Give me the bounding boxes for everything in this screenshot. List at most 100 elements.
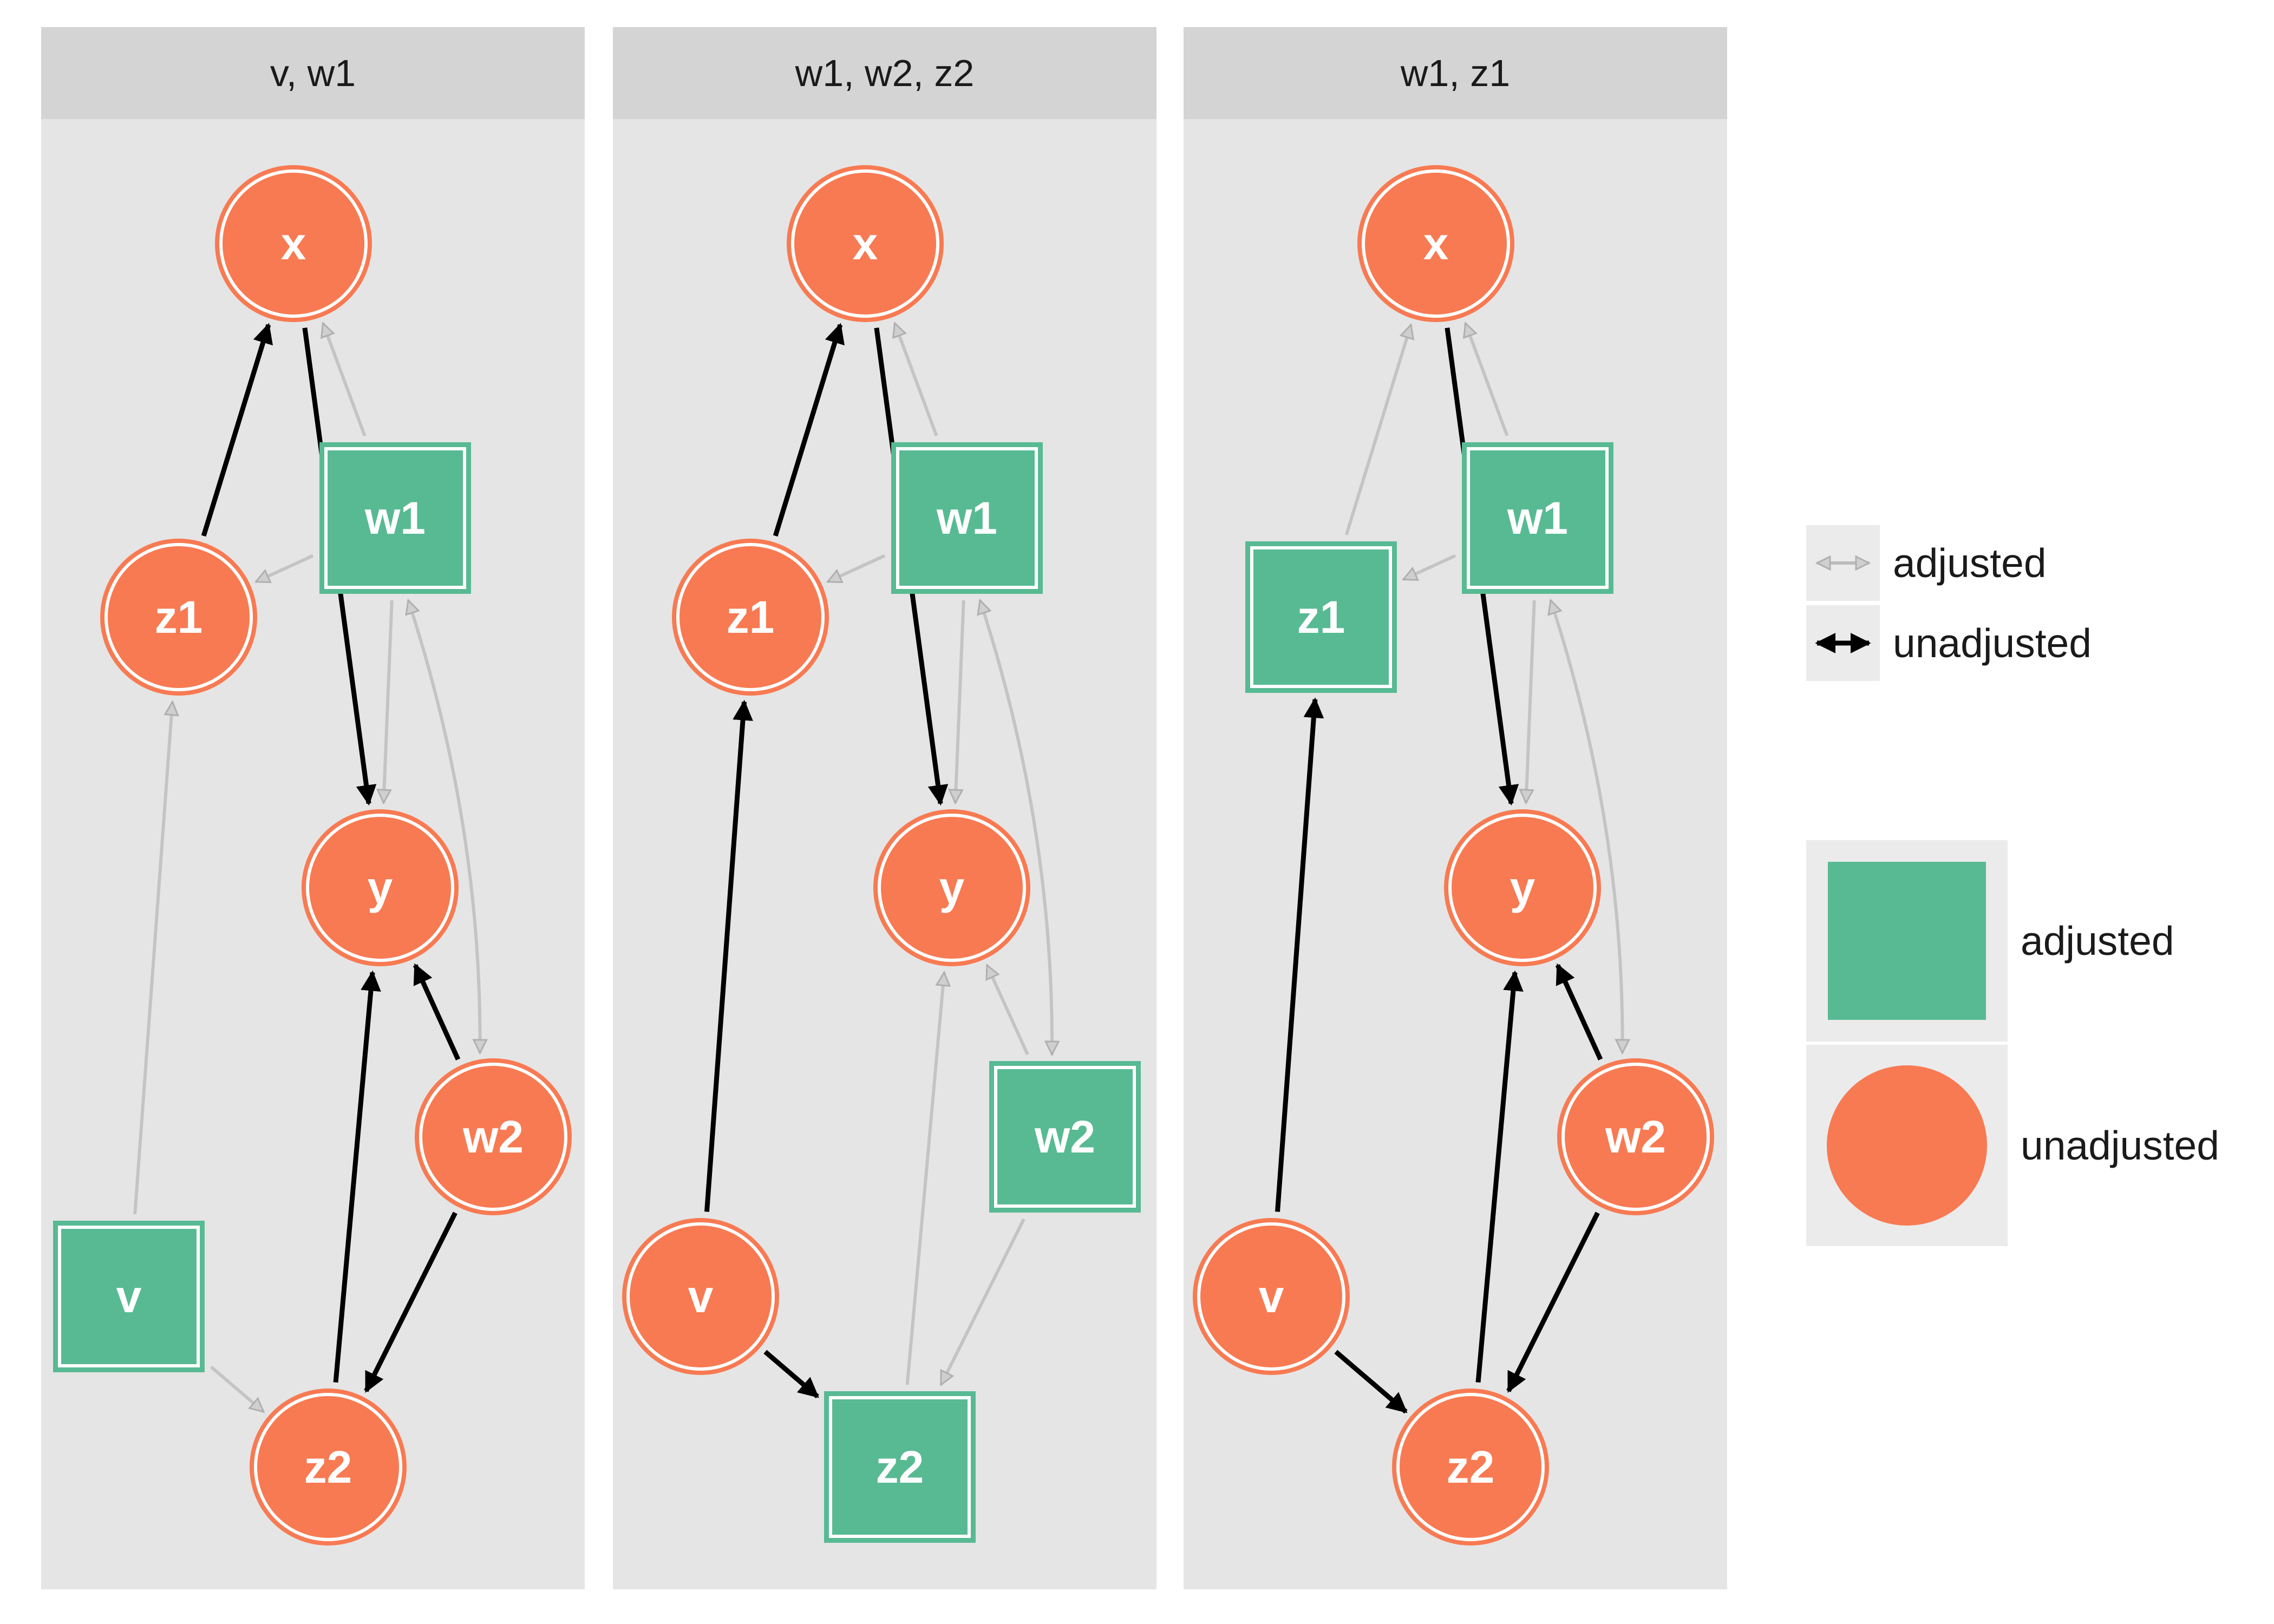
node-inner-ring	[1197, 1222, 1345, 1371]
node-w2: w2	[989, 1061, 1141, 1213]
legend-node-label: adjusted	[2021, 918, 2174, 964]
node-inner-ring	[994, 1066, 1136, 1208]
edges	[133, 323, 480, 1413]
node-circle	[1392, 1389, 1549, 1546]
edge-w1-x	[323, 323, 367, 437]
legend-edge-adjusted: adjusted	[1806, 525, 2047, 601]
node-square	[1245, 541, 1397, 693]
panel-1: v, w1 x w1 z1 y w2 v z2	[41, 27, 585, 1589]
edge-z2-y	[333, 970, 381, 1383]
node-w2: w2	[415, 1058, 572, 1215]
node-square	[53, 1221, 205, 1372]
edge-w1-w2	[408, 600, 480, 1053]
edge-z1-x	[1344, 325, 1411, 535]
node-circle	[1193, 1218, 1350, 1375]
panel-strip	[41, 27, 585, 119]
facet-panels: v, w1 x w1 z1 y w2 v z2 w1, w2, z2 x w1 z1 y w2 v z2 w1,…	[41, 27, 1727, 1589]
node-label: x	[281, 218, 306, 269]
legend-node-label: unadjusted	[2021, 1123, 2219, 1168]
node-inner-ring	[419, 1063, 567, 1211]
node-w1: w1	[891, 442, 1043, 594]
edge-w2-y	[413, 963, 461, 1060]
edge-z1-x	[773, 323, 845, 537]
node-y: y	[873, 809, 1030, 966]
node-inner-ring	[791, 169, 939, 318]
panel-2: w1, w2, z2 x w1 z1 y w2 v z2	[613, 27, 1156, 1589]
edge-w1-y	[383, 600, 394, 803]
node-circle	[250, 1389, 407, 1546]
edge-w1-y	[1526, 600, 1536, 803]
legend-square	[1828, 862, 1986, 1020]
node-inner-ring	[1396, 1393, 1545, 1541]
edge-z2-y	[905, 972, 944, 1385]
node-z2: z2	[1392, 1389, 1549, 1546]
node-label: w1	[936, 493, 997, 543]
node-inner-ring	[878, 814, 1026, 962]
node-v: v	[622, 1218, 779, 1375]
node-circle	[215, 165, 372, 322]
legend-edge-label: unadjusted	[1893, 620, 2092, 666]
node-square	[891, 442, 1043, 594]
edge-w1-z1	[256, 554, 314, 584]
node-label: w1	[1507, 493, 1568, 543]
node-circle	[873, 809, 1030, 966]
nodes: x w1 z1 y w2 v z2	[53, 165, 572, 1546]
node-inner-ring	[104, 543, 253, 691]
node-label: z1	[1297, 592, 1345, 643]
edge-w1-x	[1466, 323, 1509, 437]
edge-w1-w2	[980, 600, 1052, 1055]
node-square	[1462, 442, 1613, 594]
edge-w1-y	[955, 600, 965, 803]
panel-strip	[613, 27, 1156, 119]
node-label: w1	[364, 493, 426, 543]
nodes: x w1 z1 y w2 v z2	[622, 165, 1141, 1543]
panel-title: w1, z1	[1400, 52, 1510, 94]
node-label: y	[1510, 862, 1535, 913]
nodes: x w1 z1 y w2 v z2	[1193, 165, 1714, 1546]
node-inner-ring	[676, 543, 825, 691]
node-x: x	[215, 165, 372, 322]
node-label: w2	[1605, 1111, 1666, 1162]
node-x: x	[787, 165, 944, 322]
node-label: v	[688, 1271, 714, 1322]
node-circle	[100, 539, 257, 696]
node-inner-ring	[1362, 169, 1510, 318]
node-inner-ring	[1250, 546, 1392, 688]
edge-v-z2	[210, 1365, 264, 1413]
node-square	[989, 1061, 1141, 1213]
node-circle	[787, 165, 944, 322]
node-y: y	[1444, 809, 1601, 966]
node-v: v	[53, 1221, 205, 1372]
edge-z2-y	[1475, 970, 1524, 1383]
node-square	[824, 1391, 976, 1543]
node-circle	[1444, 809, 1601, 966]
node-circle	[1357, 165, 1514, 322]
edge-v-z2	[763, 1350, 819, 1399]
edge-w2-y	[1555, 963, 1603, 1060]
panel-title: v, w1	[270, 52, 356, 94]
panel-title: w1, w2, z2	[795, 52, 975, 94]
legend-circle	[1827, 1065, 1987, 1226]
node-label: y	[939, 862, 965, 913]
legend-edge-unadjusted: unadjusted	[1806, 605, 2092, 681]
node-inner-ring	[219, 169, 368, 318]
node-inner-ring	[1561, 1063, 1710, 1211]
node-inner-ring	[829, 1396, 971, 1538]
node-inner-ring	[1448, 814, 1597, 962]
node-z2: z2	[824, 1391, 976, 1543]
edges	[1275, 323, 1622, 1414]
node-inner-ring	[254, 1393, 402, 1541]
node-square	[319, 442, 471, 594]
node-z1: z1	[1245, 541, 1397, 693]
node-label: v	[116, 1271, 142, 1322]
node-circle	[302, 809, 459, 966]
node-label: y	[368, 862, 393, 913]
node-z1: z1	[100, 539, 257, 696]
node-label: z2	[304, 1442, 352, 1492]
edge-w1-w2	[1551, 600, 1622, 1053]
edge-w1-x	[895, 323, 938, 437]
edge-v-z1	[704, 699, 753, 1212]
legend-node-unadjusted: unadjusted	[1806, 1045, 2219, 1246]
node-label: w2	[1034, 1111, 1095, 1162]
